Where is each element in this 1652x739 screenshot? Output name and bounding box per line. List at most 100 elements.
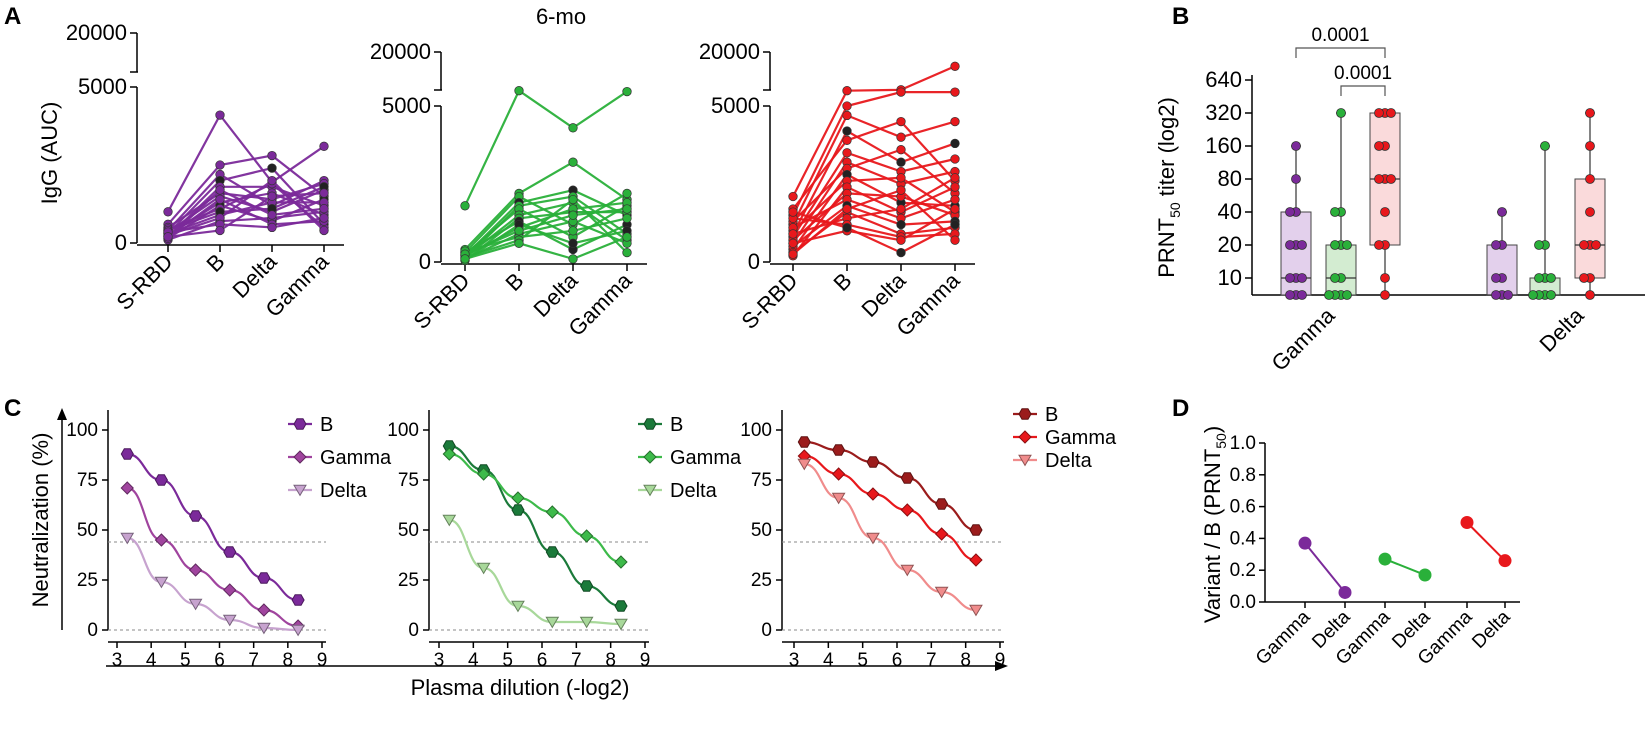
data-point (1285, 273, 1295, 283)
data-point (188, 598, 203, 611)
data-point (1285, 290, 1295, 300)
data-point (189, 510, 203, 522)
data-point (1534, 240, 1544, 250)
x-tick-label: S-RBD (736, 268, 802, 334)
data-point (832, 444, 846, 456)
series-line (464, 198, 628, 259)
data-point (580, 580, 594, 592)
series-line (792, 211, 956, 254)
x-tick-label: 3 (112, 650, 123, 671)
data-point (1297, 290, 1307, 300)
data-point (319, 225, 329, 236)
data-point (257, 622, 271, 635)
data-point (614, 555, 628, 569)
x-tick-label: S-RBD (111, 249, 177, 315)
data-point (1579, 273, 1589, 283)
data-point (514, 226, 524, 236)
data-point (896, 157, 906, 167)
y-tick-label: 50 (398, 520, 419, 541)
data-point (896, 145, 906, 155)
data-point (896, 185, 906, 195)
data-point (1460, 516, 1474, 529)
series-line (464, 160, 628, 251)
data-point (1374, 141, 1384, 151)
legend-label: B (320, 414, 333, 436)
y-title-rest: ) (1200, 426, 1225, 433)
data-point (1546, 290, 1556, 300)
data-point (215, 225, 225, 236)
x-tick-label: 8 (283, 650, 294, 671)
data-point (1491, 273, 1501, 283)
data-point (831, 492, 846, 505)
legend-marker (293, 484, 307, 497)
data-point (267, 163, 277, 173)
x-tick-label: 8 (605, 650, 616, 671)
data-point (223, 546, 237, 558)
data-point (622, 86, 632, 97)
data-point (1342, 240, 1352, 250)
data-point (257, 572, 271, 584)
data-point (568, 157, 578, 167)
data-point (622, 247, 632, 258)
y-tick-label: 0 (748, 249, 760, 274)
y-tick-label: 25 (77, 570, 98, 591)
data-point (511, 491, 525, 505)
data-point (1418, 568, 1432, 582)
y-tick-label: 640 (1205, 67, 1242, 92)
data-point (1374, 240, 1384, 250)
data-point (896, 132, 906, 142)
y-tick-label: 25 (751, 570, 772, 591)
data-point (842, 110, 852, 121)
pair-line (1304, 542, 1346, 594)
data-point (866, 487, 880, 501)
data-point (1297, 273, 1307, 283)
series-line (792, 65, 956, 198)
data-point (120, 448, 134, 460)
y-axis-title: Neutralization (%) (28, 433, 53, 608)
series-line (464, 235, 628, 261)
fit-curve (127, 486, 299, 628)
data-point (215, 110, 225, 120)
x-tick-label: B (201, 249, 229, 277)
data-point (215, 194, 225, 204)
data-point (319, 141, 329, 151)
x-tick-label: Gamma (1267, 302, 1341, 376)
x-tick-label: B (500, 268, 528, 296)
x-axis-title: Plasma dilution (-log2) (411, 675, 630, 700)
legend-marker (643, 418, 657, 430)
x-tick-label: 7 (248, 650, 259, 671)
y-tick-label: 20000 (699, 39, 760, 64)
data-point (319, 188, 329, 198)
y-tick-label: 20 (1218, 232, 1242, 257)
data-point (1291, 174, 1301, 184)
series-line (464, 189, 628, 257)
data-point (1298, 536, 1312, 550)
box (1574, 178, 1606, 279)
fit-curve (804, 440, 977, 532)
x-tick-label: 5 (180, 650, 191, 671)
data-point (568, 210, 578, 220)
y-tick-label: 10 (1218, 265, 1242, 290)
p-value-label: 0.0001 (1334, 63, 1392, 84)
y-tick-label: 0.8 (1230, 465, 1256, 486)
data-point (614, 600, 628, 612)
data-point (1528, 290, 1538, 300)
significance-bracket (1340, 85, 1386, 96)
pair-line (1466, 521, 1506, 562)
y-tick-label: 50 (77, 520, 98, 541)
data-point (222, 614, 237, 627)
box (1486, 244, 1518, 296)
data-point (1380, 273, 1390, 283)
data-point (1546, 273, 1556, 283)
data-point (120, 481, 134, 495)
x-tick-label: 6 (892, 650, 903, 671)
legend-label: Gamma (320, 447, 392, 469)
series-line (792, 173, 956, 251)
y-tick-label: 1.0 (1230, 433, 1256, 454)
series-line (464, 207, 628, 256)
data-point (545, 546, 559, 558)
x-tick-label: Gamma (1252, 606, 1315, 669)
axis-break-gap (432, 91, 444, 105)
y-tick-label: 160 (1205, 133, 1242, 158)
